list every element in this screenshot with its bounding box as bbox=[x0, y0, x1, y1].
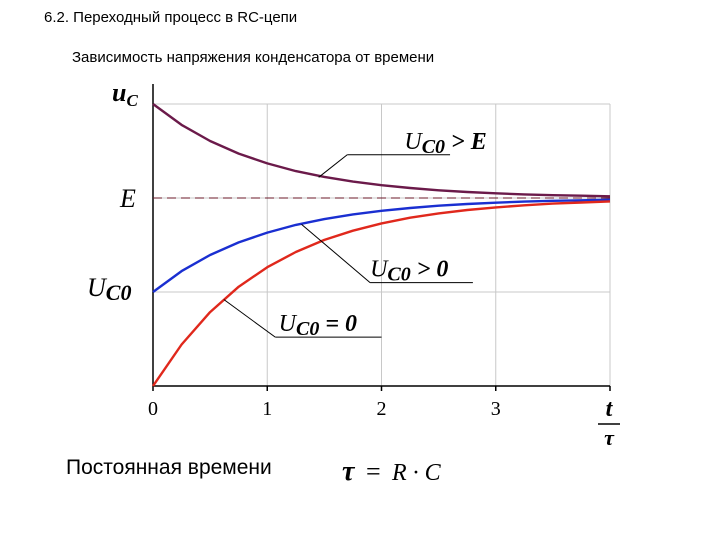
axes bbox=[152, 84, 611, 391]
x-tick-label-2: 2 bbox=[377, 398, 387, 420]
x-tick-label-0: 0 bbox=[148, 398, 158, 420]
series-group bbox=[152, 103, 611, 387]
series-uc0-greater-e-annotation: UC0 > E bbox=[318, 129, 487, 178]
x-axis-label-t: t bbox=[606, 396, 614, 422]
series-uc0-equals-0-annotation: UC0 = 0 bbox=[223, 299, 382, 340]
series-uc0-greater-e-line bbox=[152, 103, 611, 198]
series-uc0-equals-0 bbox=[152, 200, 611, 387]
series-uc0-equals-0-leader bbox=[223, 299, 276, 338]
series-uc0-greater-e-annotation-text: UC0 > E bbox=[404, 129, 486, 158]
page-heading: 6.2. Переходный процесс в RC-цепи bbox=[44, 9, 298, 26]
series-uc0-greater-0-annotation-text: UC0 > 0 bbox=[370, 257, 448, 286]
y-tick-label-E: E bbox=[119, 184, 136, 213]
series-uc0-greater-e-leader bbox=[318, 154, 348, 178]
formula-tau: τ bbox=[342, 456, 356, 487]
series-uc0-greater-0-line bbox=[152, 198, 611, 293]
series-uc0-greater-e bbox=[152, 103, 611, 198]
x-axis-label-tau: τ bbox=[604, 425, 615, 450]
labels: 0 1 2 3 uC E UC0 tτ UC0 > E UC0 > 0 UC0 = 0 bbox=[87, 78, 620, 450]
formula-rhs: R · C bbox=[391, 460, 442, 486]
series-uc0-equals-0-line bbox=[152, 200, 611, 387]
time-constant-formula: τ = R · C bbox=[342, 456, 442, 487]
time-constant-label: Постоянная времени bbox=[66, 456, 272, 479]
chart-title: Зависимость напряжения конденсатора от в… bbox=[72, 49, 435, 66]
series-uc0-greater-0 bbox=[152, 198, 611, 293]
x-tick-label-1: 1 bbox=[262, 398, 272, 420]
y-axis-label: uC bbox=[112, 78, 138, 110]
series-uc0-greater-0-annotation: UC0 > 0 bbox=[301, 223, 473, 286]
formula-equals: = bbox=[366, 457, 381, 486]
y-tick-label-uc0: UC0 bbox=[87, 273, 131, 305]
series-uc0-greater-0-leader bbox=[301, 223, 371, 283]
series-uc0-equals-0-annotation-text: UC0 = 0 bbox=[279, 311, 357, 340]
x-tick-label-3: 3 bbox=[491, 398, 501, 420]
